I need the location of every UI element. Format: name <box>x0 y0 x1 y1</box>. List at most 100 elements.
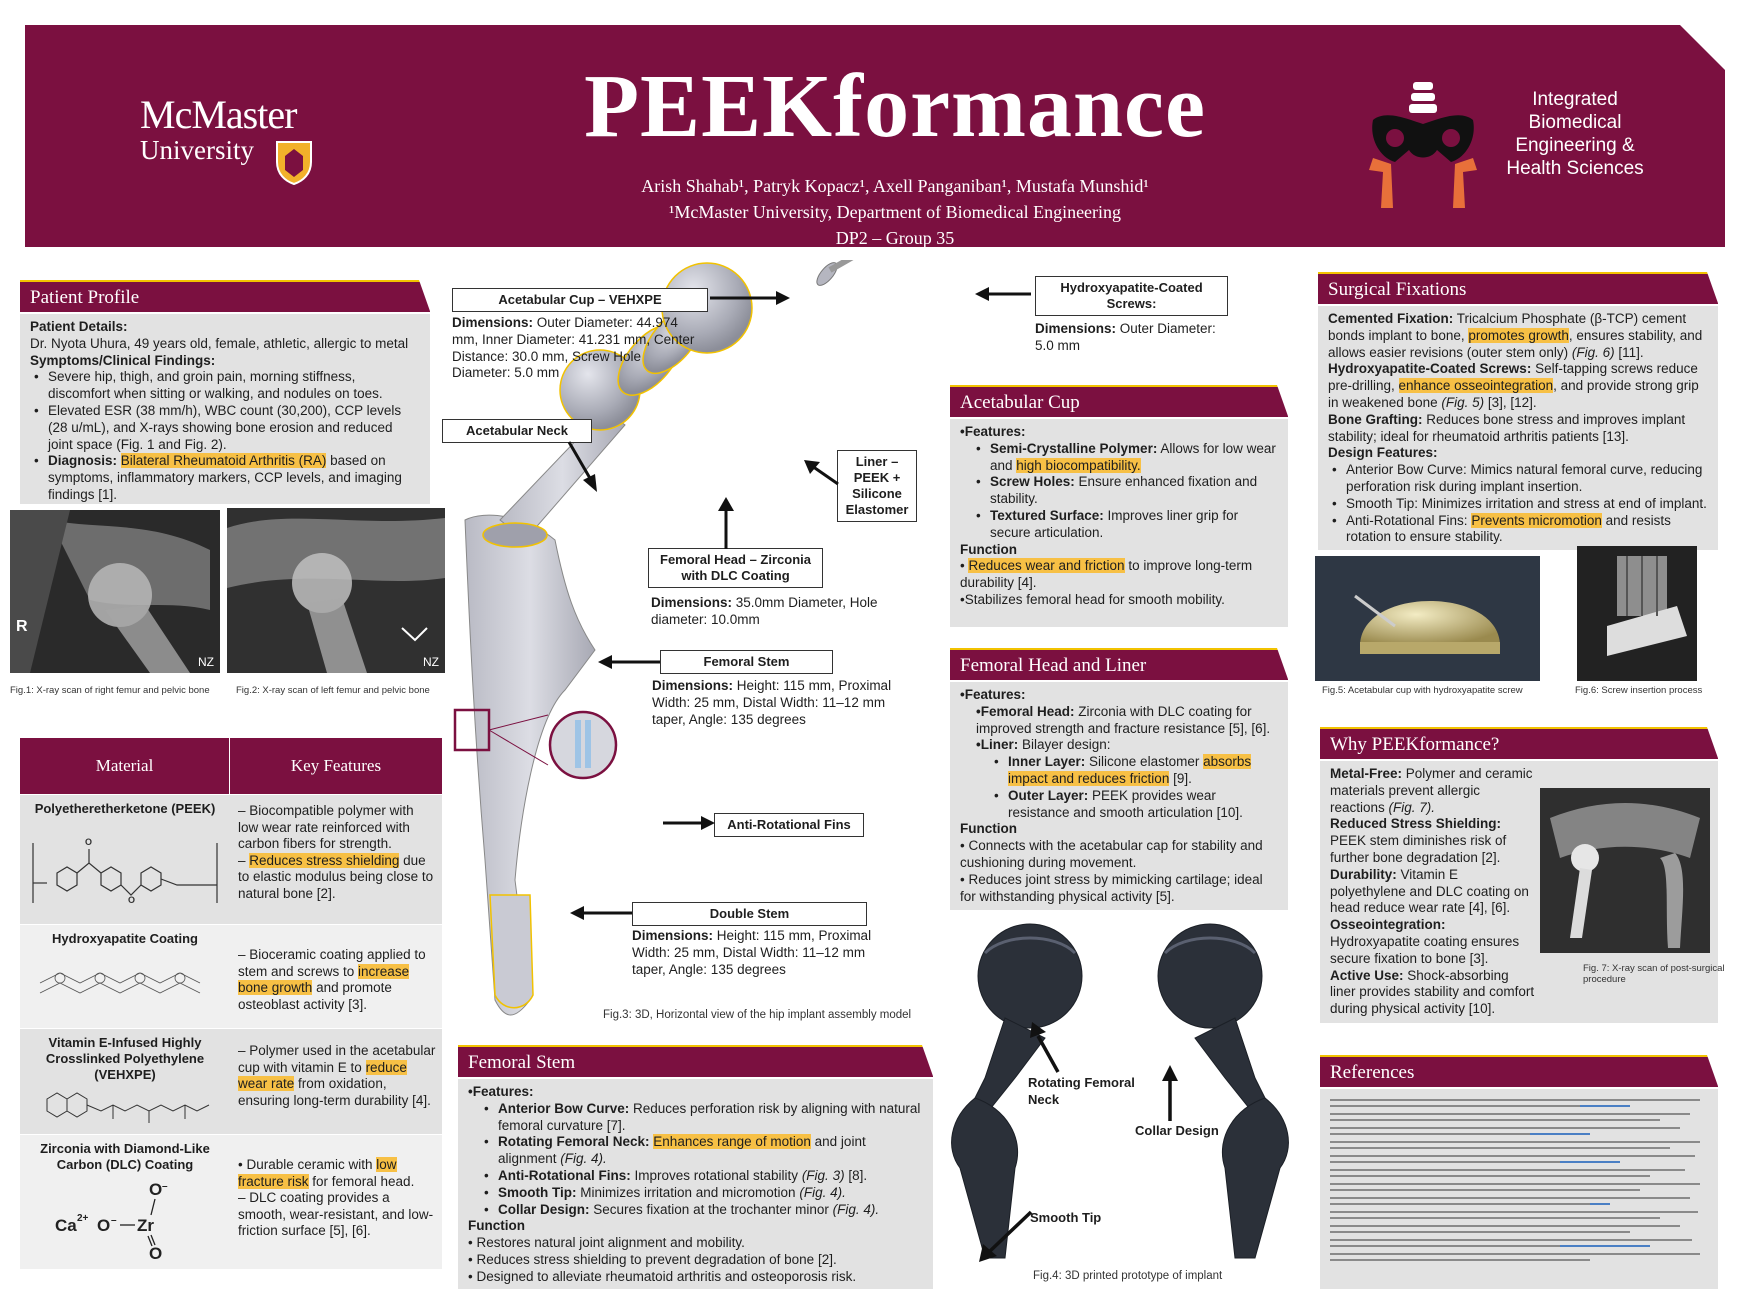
acetabular-cup-heading: Acetabular Cup <box>950 385 1289 419</box>
list-item: Semi-Crystalline Polymer: Allows for low… <box>960 441 1278 475</box>
surgical-fixations-body: Cemented Fixation: Tricalcium Phosphate … <box>1318 306 1718 550</box>
arrow-rotating-neck-icon <box>1030 1022 1060 1073</box>
poster-title: PEEKformance <box>584 57 1206 156</box>
function-text: • Reduces stress shielding to prevent de… <box>468 1251 837 1267</box>
svg-text:Ca: Ca <box>55 1216 77 1235</box>
feature-text: Bilayer design: <box>1018 737 1111 753</box>
stem-dim-label: Dimensions: <box>652 678 734 693</box>
femoral-stem-features-list: Anterior Bow Curve: Reduces perforation … <box>468 1101 923 1219</box>
hip-implant-model <box>453 260 854 1016</box>
arrow-stem-icon <box>598 655 660 669</box>
list-item: Outer Layer: PEEK provides wear resistan… <box>960 788 1278 822</box>
logo-line-1: McMaster <box>140 92 297 137</box>
feature-label: Anterior Bow Curve: <box>498 1100 630 1116</box>
arrow-double-stem-icon <box>570 906 632 920</box>
list-item: Collar Design: Secures fixation at the t… <box>468 1202 923 1219</box>
feature-text: for femoral head. <box>308 1173 415 1189</box>
paragraph-text: , ensures stability, and allows easier r… <box>1328 327 1703 360</box>
header-corner <box>1680 25 1725 70</box>
ibehs-line-3: Engineering & <box>1515 135 1635 156</box>
double-stem-dimensions: Dimensions: Height: 115 mm, Proximal Wid… <box>632 928 872 978</box>
feature-highlight: high biocompatibility. <box>1016 457 1141 473</box>
feature-text: Improves liner grip for secure articulat… <box>990 507 1239 540</box>
function-text: •Stabilizes femoral head for smooth mobi… <box>960 591 1225 607</box>
svg-text:O: O <box>97 1216 110 1235</box>
label-anti-rotational-fins: Anti-Rotational Fins <box>714 813 864 837</box>
arrow-liner-icon <box>804 460 839 486</box>
references-body <box>1320 1089 1718 1289</box>
figure-reference: (Fig. 4). <box>832 1201 880 1217</box>
screws-dim-label: Dimensions: <box>1035 321 1117 336</box>
symptoms-label: Symptoms/Clinical Findings: <box>30 352 216 368</box>
paragraph-highlight: enhance osseointegration <box>1398 378 1554 394</box>
feature-text: Ensure enhanced fixation and stability. <box>990 474 1258 507</box>
stem-dimensions: Dimensions: Height: 115 mm, Proximal Wid… <box>652 678 897 728</box>
patient-profile-body: Patient Details: Dr. Nyota Uhura, 49 yea… <box>20 314 430 504</box>
vehxpe-structure-icon <box>46 1092 210 1123</box>
figure-reference: (Fig. 5) <box>1441 394 1485 410</box>
ibehs-line-4: Health Sciences <box>1506 158 1644 179</box>
head-dim-text: 35.0mm Diameter, Hole diameter: 10.0mm <box>651 595 878 627</box>
list-item: Anti-Rotational Fins: Prevents micromoti… <box>1328 512 1708 547</box>
ibehs-text: Integrated Biomedical Engineering & Heal… <box>1495 88 1655 180</box>
paragraph-label: Durability: <box>1330 866 1397 882</box>
references-heading: References <box>1320 1055 1719 1089</box>
material-cell: Zirconia with Diamond-Like Carbon (DLC) … <box>20 1135 230 1269</box>
list-item: Smooth Tip: Minimizes irritation and str… <box>1328 496 1708 513</box>
fig1-caption: Fig.1: X-ray scan of right femur and pel… <box>10 685 210 696</box>
paragraph-text: Self-tapping screws reduce pre-drilling, <box>1328 361 1698 394</box>
list-item: Rotating Femoral Neck: Enhances range of… <box>468 1134 923 1168</box>
features-cell: • Durable ceramic with low fracture risk… <box>230 1135 442 1269</box>
feature-text: from oxidation, ensuring long-term durab… <box>238 1076 431 1108</box>
cup-dimensions: Dimensions: Outer Diameter: 44.974 mm, I… <box>452 315 702 382</box>
svg-text:2+: 2+ <box>77 1213 89 1224</box>
label-screws: Hydroxyapatite-Coated Screws: <box>1035 276 1228 316</box>
feature-text: Minimizes irritation and micromotion <box>576 1184 800 1200</box>
feature-label: Rotating Femoral Neck: <box>498 1134 650 1150</box>
list-item: Smooth Tip: Minimizes irritation and mic… <box>468 1185 923 1202</box>
feature-label: Anti-Rotational Fins: <box>498 1167 631 1183</box>
cup-dim-text: Outer Diameter: 44.974 mm, Inner Diamete… <box>452 315 695 381</box>
diagnosis-highlight: Bilateral Rheumatoid Arthritis (RA) <box>120 453 327 469</box>
xray-marker-nz-2: NZ <box>423 655 439 669</box>
figure-reference: (Fig. 4). <box>799 1184 846 1200</box>
affiliation: ¹McMaster University, Department of Biom… <box>668 202 1122 222</box>
label-femoral-head: Femoral Head – Zirconia with DLC Coating <box>648 548 823 588</box>
femoral-head-liner-heading: Femoral Head and Liner <box>950 648 1289 682</box>
feature-label: Textured Surface: <box>990 507 1104 523</box>
paragraph-text: PEEK stem diminishes risk of further bon… <box>1330 833 1507 865</box>
paragraph-text: Tricalcium Phosphate (β-TCP) cement bond… <box>1328 311 1687 343</box>
material-name: Polyetheretherketone (PEEK) <box>34 801 216 816</box>
svg-text:O: O <box>149 1180 162 1199</box>
feature-label: Screw Holes: <box>990 474 1075 490</box>
label-femoral-stem: Femoral Stem <box>660 650 833 674</box>
feature-text: – Biocompatible polymer with low wear ra… <box>238 803 414 851</box>
material-name: Hydroxyapatite Coating <box>52 931 198 946</box>
label-acetabular-cup: Acetabular Cup – VEHXPE <box>452 288 708 312</box>
arrow-screws-icon <box>975 287 1031 301</box>
poster-header: McMaster University PEEKformance Arish S… <box>25 25 1725 248</box>
function-text: • Designed to alleviate rheumatoid arthr… <box>468 1268 857 1284</box>
author-list: Arish Shahab¹, Patryk Kopacz¹, Axell Pan… <box>641 176 1149 196</box>
feature-text: Secures fixation at the trochanter minor <box>589 1201 833 1217</box>
fig2-caption: Fig.2: X-ray scan of left femur and pelv… <box>236 685 430 696</box>
paragraph-label: Metal-Free: <box>1330 766 1403 781</box>
features-cell: – Biocompatible polymer with low wear ra… <box>230 795 442 924</box>
list-text: Anti-Rotational Fins: <box>1346 512 1472 528</box>
feature-text: • Durable ceramic with <box>238 1157 377 1172</box>
table-row: Vitamin E-Infused Highly Crosslinked Pol… <box>20 1028 442 1134</box>
surgical-fixations-heading: Surgical Fixations <box>1318 272 1719 306</box>
stem-dim-text: Height: 115 mm, Proximal Width: 25 mm, D… <box>652 678 892 727</box>
paragraph-text: , and provide strong grip in weakened bo… <box>1328 378 1699 410</box>
feature-label: Semi-Crystalline Polymer: <box>990 440 1158 456</box>
arrow-smooth-tip-icon <box>979 1210 1033 1262</box>
arrow-cup-icon <box>710 291 790 305</box>
hydroxyapatite-structure-icon <box>39 972 201 994</box>
function-text: • Reduces joint stress by mimicking cart… <box>960 871 1263 904</box>
features-cell: – Bioceramic coating applied to stem and… <box>230 925 442 1028</box>
svg-text:O: O <box>149 1244 162 1263</box>
arrow-neck-icon <box>567 441 597 492</box>
function-text: • Restores natural joint alignment and m… <box>468 1235 745 1251</box>
list-item: Textured Surface: Improves liner grip fo… <box>960 508 1278 542</box>
printed-prototype-photo <box>951 923 1289 1259</box>
